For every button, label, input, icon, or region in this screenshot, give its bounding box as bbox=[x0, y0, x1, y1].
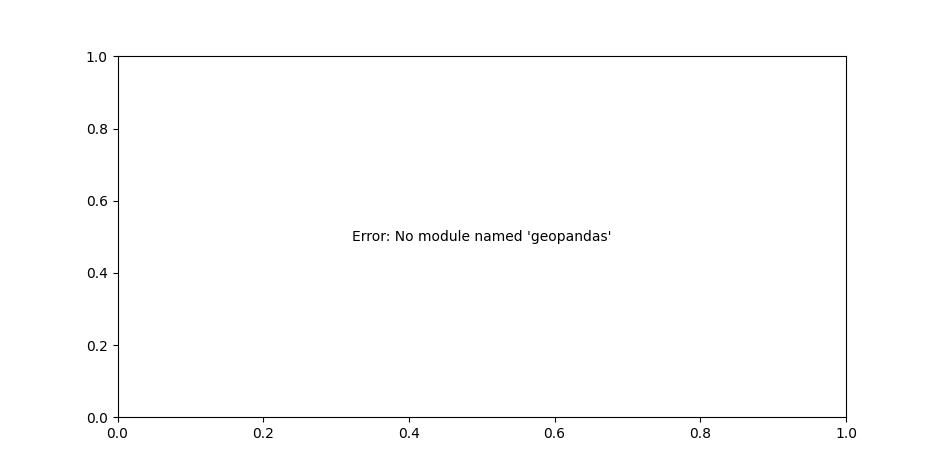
Text: Error: No module named 'geopandas': Error: No module named 'geopandas' bbox=[352, 230, 612, 244]
